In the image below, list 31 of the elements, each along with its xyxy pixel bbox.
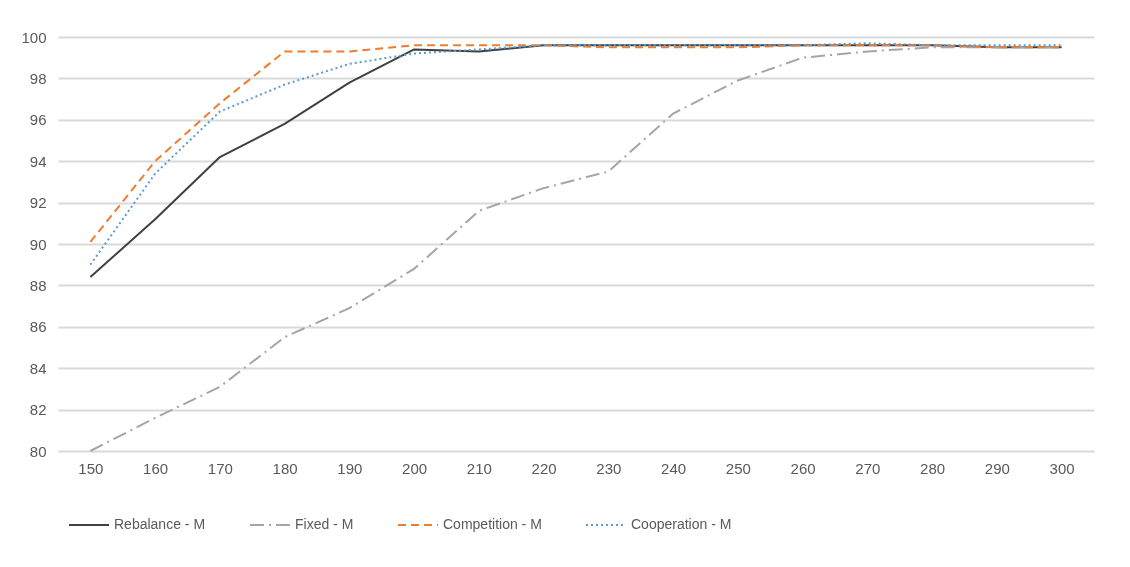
y-tick-label: 80 <box>29 442 47 460</box>
y-tick-label: 86 <box>29 318 47 336</box>
x-tick-label: 280 <box>920 459 946 477</box>
legend-label: Fixed - M <box>295 516 354 532</box>
x-tick-label: 250 <box>725 459 751 477</box>
x-tick-label: 270 <box>855 459 881 477</box>
x-tick-label: 300 <box>1049 459 1075 477</box>
y-tick-label: 82 <box>29 401 47 419</box>
legend-label: Competition - M <box>443 516 542 532</box>
y-tick-label: 92 <box>29 194 47 212</box>
y-tick-label: 100 <box>21 28 47 46</box>
x-tick-label: 210 <box>466 459 492 477</box>
y-tick-label: 94 <box>29 152 47 170</box>
x-tick-label: 170 <box>207 459 233 477</box>
y-tick-label: 96 <box>29 111 47 129</box>
x-tick-label: 230 <box>596 459 622 477</box>
x-tick-label: 200 <box>402 459 428 477</box>
legend-label: Cooperation - M <box>631 516 732 532</box>
legend-label: Rebalance - M <box>114 516 206 532</box>
x-tick-label: 260 <box>790 459 816 477</box>
x-tick-label: 150 <box>78 459 104 477</box>
y-tick-label: 88 <box>29 276 47 294</box>
y-tick-label: 84 <box>29 359 47 377</box>
x-tick-label: 290 <box>984 459 1010 477</box>
x-tick-label: 240 <box>661 459 687 477</box>
x-tick-label: 220 <box>531 459 557 477</box>
x-tick-label: 160 <box>143 459 169 477</box>
y-tick-label: 90 <box>29 235 47 253</box>
y-tick-label: 98 <box>29 69 47 87</box>
x-tick-label: 190 <box>337 459 363 477</box>
x-tick-label: 180 <box>272 459 298 477</box>
